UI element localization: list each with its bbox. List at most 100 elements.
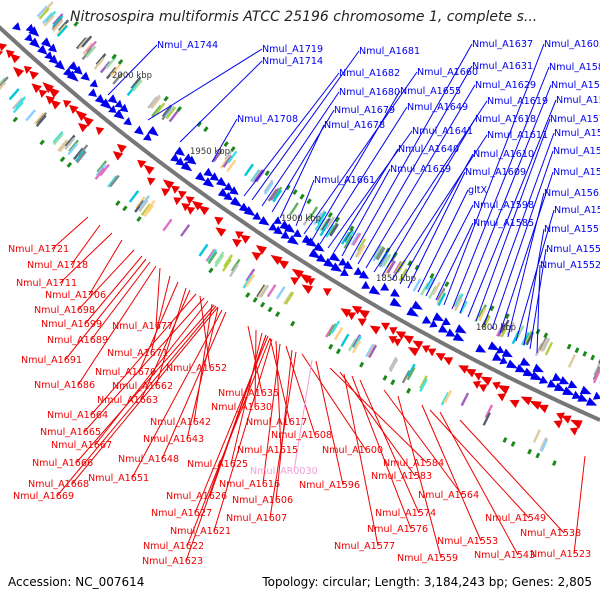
gene-label[interactable]: Nmul_A1570 [554, 128, 600, 139]
gene-label[interactable]: Nmul_A1652 [166, 363, 227, 374]
gene-label[interactable]: Nmul_A1677 [112, 321, 173, 332]
gene-label[interactable]: Nmul_A1621 [170, 526, 231, 537]
gene-label[interactable]: Nmul_A1680 [339, 87, 400, 98]
gene-label[interactable]: Nmul_A1718 [27, 260, 88, 271]
gene-label[interactable]: Nmul_A1611 [487, 130, 548, 141]
gene-label[interactable]: Nmul_A1649 [407, 102, 468, 113]
gene-label[interactable]: Nmul_A1643 [143, 434, 204, 445]
gene-label[interactable]: Nmul_A1558 [554, 205, 600, 216]
gene-label[interactable]: Nmul_A1557 [544, 224, 600, 235]
gene-label[interactable]: Nmul_A1686 [34, 380, 95, 391]
gene-label[interactable]: Nmul_A1538 [520, 528, 581, 539]
gene-label[interactable]: Nmul_A1574 [375, 508, 436, 519]
gene-label[interactable]: Nmul_A1666 [32, 458, 93, 469]
gene-label[interactable]: Nmul_A1565 [544, 188, 600, 199]
gene-label[interactable]: Nmul_A1744 [157, 40, 218, 51]
gene-label[interactable]: Nmul_A1698 [34, 305, 95, 316]
gene-label[interactable]: Nmul_A1549 [485, 513, 546, 524]
gene-label[interactable]: Nmul_A1577 [334, 541, 395, 552]
gene-label[interactable]: Nmul_A1671 [107, 348, 168, 359]
gene-label[interactable]: Nmul_A1616 [219, 479, 280, 490]
gene-label[interactable]: Nmul_A1689 [47, 335, 108, 346]
gene-label[interactable]: gltX [468, 185, 488, 196]
gene-label[interactable]: Nmul_A1608 [271, 430, 332, 441]
gene-label[interactable]: Nmul_A1691 [21, 355, 82, 366]
gene-label[interactable]: Nmul_A1637 [472, 39, 533, 50]
gene-label[interactable]: Nmul_A1719 [262, 44, 323, 55]
gene-label[interactable]: Nmul_A1588 [549, 62, 600, 73]
gene-label[interactable]: Nmul_A1629 [475, 80, 536, 91]
gene-label[interactable]: Nmul_A1581 [556, 95, 600, 106]
gene-label[interactable]: Nmul_A1708 [237, 114, 298, 125]
gene-label[interactable]: Nmul_A1556 [546, 244, 600, 255]
gene-label[interactable]: Nmul_AR0030 [250, 466, 318, 477]
gene-label[interactable]: Nmul_A1615 [237, 445, 298, 456]
gene-label[interactable]: Nmul_A1627 [151, 508, 212, 519]
gene-label[interactable]: Nmul_A1635 [218, 388, 279, 399]
gene-label[interactable]: Nmul_A1669 [13, 491, 74, 502]
gene-label[interactable]: Nmul_A1662 [112, 381, 173, 392]
gene-label[interactable]: Nmul_A1630 [211, 402, 272, 413]
gene-label[interactable]: Nmul_A1667 [51, 440, 112, 451]
kbp-tick-label: 2000 kbp [112, 71, 152, 81]
gene-label[interactable]: Nmul_A1668 [28, 479, 89, 490]
gene-label[interactable]: Nmul_A1584 [383, 458, 444, 469]
gene-label[interactable]: Nmul_A1569 [553, 146, 600, 157]
gene-label[interactable]: Nmul_A1664 [47, 410, 108, 421]
gene-label[interactable]: Nmul_A1714 [262, 56, 323, 67]
gene-label[interactable]: Nmul_A1665 [40, 427, 101, 438]
gene-label[interactable]: Nmul_A1648 [118, 454, 179, 465]
gene-label[interactable]: Nmul_A1622 [143, 541, 204, 552]
gene-label[interactable]: Nmul_A1598 [473, 200, 534, 211]
gene-label[interactable]: Nmul_A1576 [367, 524, 428, 535]
gene-label[interactable]: Nmul_A1625 [187, 459, 248, 470]
gene-label[interactable]: Nmul_A1651 [88, 473, 149, 484]
gene-label[interactable]: Nmul_A1682 [339, 68, 400, 79]
gene-label[interactable]: Nmul_A1631 [472, 61, 533, 72]
gene-label[interactable]: Nmul_A1670 [95, 367, 156, 378]
gene-label[interactable]: Nmul_A1605 [544, 39, 600, 50]
gene-label[interactable]: Nmul_A1583 [371, 471, 432, 482]
gene-label[interactable]: Nmul_A1655 [400, 86, 461, 97]
gene-label[interactable]: Nmul_A1699 [41, 319, 102, 330]
gene-label[interactable]: Nmul_A1552 [540, 260, 600, 271]
gene-label[interactable]: Nmul_A1642 [150, 417, 211, 428]
gene-leader-line [381, 118, 476, 277]
gene-label[interactable]: Nmul_A1610 [473, 149, 534, 160]
gene-label[interactable]: Nmul_A1679 [334, 105, 395, 116]
gene-label[interactable]: Nmul_A1559 [397, 553, 458, 564]
gene-label[interactable]: Nmul_A1600 [322, 445, 383, 456]
gene-label[interactable]: Nmul_A1721 [8, 244, 69, 255]
gene-label[interactable]: Nmul_A1639 [390, 164, 451, 175]
gene-label[interactable]: Nmul_A1706 [45, 290, 106, 301]
gene-label[interactable]: Nmul_A1678 [324, 120, 385, 131]
gene-label[interactable]: Nmul_A1578 [550, 114, 600, 125]
gene-label[interactable]: Nmul_A1623 [142, 556, 203, 567]
gene-label[interactable]: Nmul_A1663 [97, 395, 158, 406]
gene-label[interactable]: Nmul_A1585 [473, 218, 534, 229]
gene-label[interactable]: Nmul_A1566 [553, 167, 600, 178]
gene-label[interactable]: Nmul_A1596 [299, 480, 360, 491]
gene-label[interactable]: Nmul_A1523 [530, 549, 591, 560]
gene-label[interactable]: Nmul_A1661 [314, 175, 375, 186]
reverse-gene-arrow [38, 89, 48, 98]
forward-gene-arrow [585, 397, 598, 406]
gene-label[interactable]: Nmul_A1606 [232, 495, 293, 506]
gene-label[interactable]: Nmul_A1640 [398, 144, 459, 155]
gene-label[interactable]: Nmul_A1681 [359, 46, 420, 57]
gene-label[interactable]: Nmul_A1543 [474, 550, 535, 561]
gene-label[interactable]: Nmul_A1641 [412, 126, 473, 137]
forward-gene-arrow [230, 196, 243, 207]
gene-label[interactable]: Nmul_A1626 [166, 491, 227, 502]
gene-label[interactable]: Nmul_A1617 [246, 417, 307, 428]
gene-label[interactable]: Nmul_A1711 [16, 278, 77, 289]
kbp-tick-label: 1950 kbp [190, 147, 230, 157]
gene-label[interactable]: Nmul_A1607 [226, 513, 287, 524]
gene-label[interactable]: Nmul_A1618 [475, 114, 536, 125]
gene-label[interactable]: Nmul_A1553 [437, 536, 498, 547]
gene-label[interactable]: Nmul_A1609 [465, 167, 526, 178]
gene-label[interactable]: Nmul_A1660 [417, 67, 478, 78]
gene-label[interactable]: Nmul_A1586 [551, 80, 600, 91]
gene-label[interactable]: Nmul_A1619 [487, 96, 548, 107]
gene-label[interactable]: Nmul_A1564 [418, 490, 479, 501]
